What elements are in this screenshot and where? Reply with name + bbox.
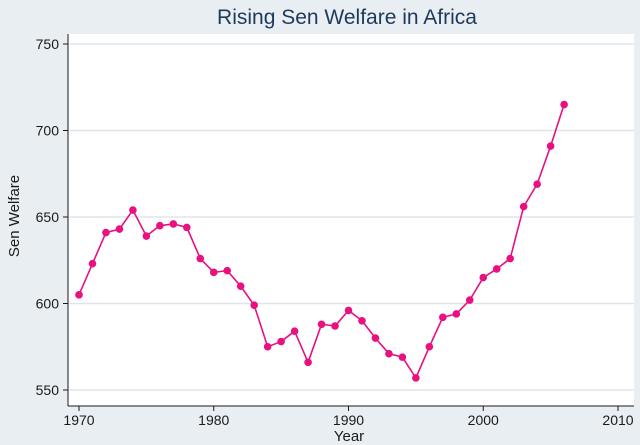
data-point [425, 342, 434, 351]
data-point [129, 206, 137, 214]
data-point [263, 342, 272, 351]
data-point [385, 349, 393, 358]
x-axis-title: Year [334, 428, 364, 445]
ticks: 550 600 650 700 750 1970 1980 1990 2000 2010 [36, 36, 634, 428]
data-point [169, 220, 178, 228]
data-point [344, 306, 353, 315]
series [75, 100, 568, 382]
data-point [371, 334, 380, 342]
data-point [250, 301, 258, 310]
data-point [209, 268, 218, 277]
x-tick-label: 1990 [333, 412, 364, 428]
data-point [290, 327, 299, 335]
data-point [452, 310, 461, 318]
data-point [506, 254, 514, 263]
x-tick-label: 2010 [602, 412, 633, 428]
data-point [236, 282, 245, 291]
data-point [277, 337, 285, 346]
y-tick-label: 700 [36, 123, 60, 139]
data-point [317, 320, 326, 329]
data-point [156, 221, 164, 230]
data-point [102, 228, 110, 237]
data-point [546, 142, 555, 150]
data-point [519, 202, 528, 211]
chart-title: Rising Sen Welfare in Africa [217, 6, 477, 29]
data-point [304, 358, 312, 367]
y-tick-label: 650 [36, 209, 60, 225]
axes [67, 34, 634, 407]
data-point [331, 322, 339, 330]
data-point [88, 259, 97, 268]
x-tick-label: 1980 [198, 412, 229, 428]
y-tick-label: 550 [36, 382, 60, 398]
y-axis-title: Sen Welfare [6, 175, 23, 257]
data-point [560, 100, 568, 109]
data-point [142, 232, 151, 240]
data-point [439, 313, 447, 322]
data-point [223, 266, 232, 275]
gridlines [69, 43, 634, 391]
data-point [412, 374, 420, 382]
x-tick-label: 1970 [63, 412, 94, 428]
data-point [358, 317, 366, 325]
data-point [398, 353, 407, 361]
data-point [533, 180, 541, 188]
data-point [492, 265, 501, 273]
data-point [196, 254, 205, 263]
plot-area [68, 34, 634, 406]
data-point [183, 223, 191, 232]
data-point [479, 273, 488, 282]
data-point [115, 225, 124, 233]
x-tick-label: 2000 [468, 412, 499, 428]
data-point [75, 291, 83, 299]
data-point [465, 296, 474, 304]
y-tick-label: 600 [36, 296, 60, 312]
y-tick-label: 750 [36, 36, 60, 52]
